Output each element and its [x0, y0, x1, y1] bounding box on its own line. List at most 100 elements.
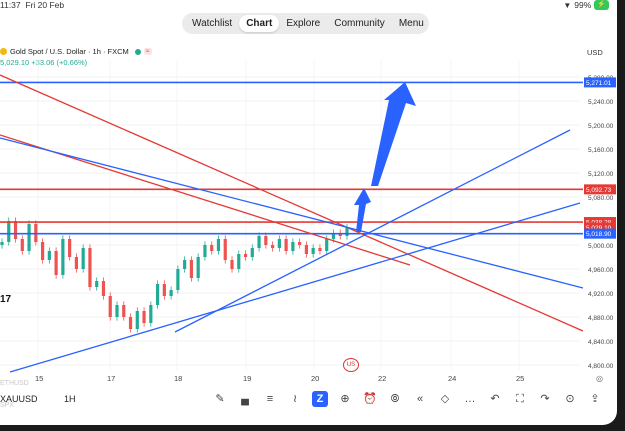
price-tick-label: 5,080.00: [588, 195, 614, 202]
candle-body: [7, 221, 11, 242]
battery-percent: 99%: [574, 0, 592, 10]
timeframe-button[interactable]: 1H: [64, 394, 76, 404]
price-tick-label: 4,920.00: [588, 291, 614, 298]
status-time: 11:37 Fri 20 Feb: [0, 0, 65, 10]
candle-body: [338, 233, 342, 236]
rewind-icon[interactable]: «: [416, 393, 424, 405]
candle-body: [264, 236, 268, 245]
bottom-toolbar: ETHUSD XAUUSD 1H SPX ✎ ▄ ≡ ≀ Z ⊕ ⏰ ⦾ « ◇ … ↶ ⛶ ↷ ⊙ ⇪: [0, 380, 617, 416]
price-tick-label: 5,200.00: [588, 123, 614, 130]
candle-body: [250, 248, 254, 257]
chart-type-icon[interactable]: ▄: [241, 393, 249, 405]
trend-line: [0, 134, 411, 266]
time-axis: 15 17 18 19 20 22 24 25 ◎: [35, 374, 603, 383]
candle-body: [13, 221, 18, 239]
candle-body: [47, 251, 51, 260]
price-tick-label: 5,120.00: [588, 171, 614, 178]
line-tool-icon[interactable]: ≀: [292, 393, 298, 405]
price-chart[interactable]: 5,280.005,240.005,200.005,160.005,120.00…: [0, 60, 617, 390]
candle-body: [95, 281, 99, 287]
price-label-badge: [584, 217, 616, 228]
price-tick-label: 5,240.00: [588, 99, 614, 106]
tab-menu[interactable]: Menu: [398, 18, 424, 29]
candle-body: [74, 257, 79, 269]
pencil-icon[interactable]: ✎: [215, 393, 225, 405]
trend-line: [9, 202, 581, 373]
layers-icon[interactable]: ◇: [440, 393, 450, 405]
candle-body: [311, 248, 315, 254]
candle-body: [101, 281, 106, 296]
axis-settings-icon: ◎: [596, 374, 603, 383]
add-icon[interactable]: ⊕: [340, 393, 350, 405]
price-label-badge: [584, 77, 616, 88]
undo-icon[interactable]: ↶: [490, 393, 500, 405]
candle-body: [115, 305, 119, 317]
time-tick-label: 19: [243, 374, 251, 383]
tab-chart[interactable]: Chart: [239, 15, 280, 32]
trend-line: [0, 74, 584, 332]
price-label-badge: [584, 222, 616, 233]
chart-grid: [0, 60, 580, 370]
candle-body: [61, 239, 65, 275]
tab-community[interactable]: Community: [334, 18, 385, 29]
price-label-text: 5,092.73: [586, 187, 612, 194]
price-tick-label: 4,880.00: [588, 315, 614, 322]
price-tick-label: 4,960.00: [588, 267, 614, 274]
projection-arrow-small: [354, 188, 371, 232]
price-label-text: 5,029.10: [586, 225, 612, 232]
tab-watchlist[interactable]: Watchlist: [192, 18, 233, 29]
candles: [0, 217, 349, 333]
trend-line: [174, 129, 571, 333]
candle-body: [27, 224, 31, 251]
time-tick-label: 22: [378, 374, 386, 383]
trend-line: [0, 137, 584, 289]
candle-body: [277, 239, 281, 248]
price-tick-label: 5,160.00: [588, 147, 614, 154]
faded-symbol-below: SPX: [0, 402, 15, 409]
indicators-icon[interactable]: ≡: [266, 393, 274, 405]
symbol-title: Gold Spot / U.S. Dollar · 1h · FXCM: [10, 47, 129, 56]
redo-icon[interactable]: ↷: [540, 393, 550, 405]
candle-body: [223, 239, 227, 260]
price-label-badge: [584, 184, 616, 195]
gold-coin-icon: [0, 48, 7, 55]
tab-explore[interactable]: Explore: [286, 18, 321, 29]
candle-body: [345, 227, 349, 236]
candle-body: [122, 305, 126, 317]
candle-body: [216, 239, 221, 251]
wave-icon: ≈: [143, 48, 152, 55]
candle-body: [203, 245, 207, 257]
candle-body: [196, 257, 200, 278]
candle-body: [169, 290, 173, 296]
projection-arrows: [354, 82, 416, 232]
price-change: 5,029.10 +33.06 (+0.66%): [0, 58, 88, 67]
candle-body: [108, 296, 112, 317]
tool-row: ✎ ▄ ≡ ≀ Z ⊕ ⏰ ⦾ « ◇ … ↶ ⛶ ↷ ⊙ ⇪: [212, 388, 612, 412]
price-label-text: 5,018.90: [586, 231, 612, 238]
candle-body: [318, 248, 322, 251]
more-icon[interactable]: …: [464, 393, 476, 405]
status-right: ▼ 99% ⚡: [563, 0, 609, 10]
symbol-button[interactable]: XAUUSD: [0, 394, 38, 404]
price-axis: 5,280.005,240.005,200.005,160.005,120.00…: [584, 75, 616, 370]
time-tick-label: 18: [174, 374, 182, 383]
fullscreen-icon[interactable]: ⛶: [516, 393, 524, 405]
replay-icon[interactable]: ⦾: [390, 393, 400, 405]
candle-body: [291, 242, 295, 251]
candle-body: [88, 248, 92, 287]
zap-icon[interactable]: Z: [312, 391, 328, 407]
event-flag-icon[interactable]: US: [343, 358, 359, 372]
candle-body: [298, 242, 302, 245]
market-open-icon: [134, 48, 141, 55]
tradingview-logo: 17: [0, 294, 12, 305]
currency-label[interactable]: USD: [587, 48, 603, 57]
trend-lines: [0, 74, 584, 373]
alarm-icon[interactable]: ⏰: [363, 393, 377, 405]
magnet-icon[interactable]: ⊙: [565, 393, 575, 405]
share-icon[interactable]: ⇪: [590, 393, 600, 405]
wifi-icon: ▼: [563, 0, 572, 10]
price-label-text: 5,271.01: [586, 80, 612, 87]
price-tick-label: 4,800.00: [588, 363, 614, 370]
symbol-legend[interactable]: Gold Spot / U.S. Dollar · 1h · FXCM ≈: [0, 47, 152, 56]
app-window: 11:37 Fri 20 Feb ▼ 99% ⚡ Watchlist Chart…: [0, 0, 617, 425]
